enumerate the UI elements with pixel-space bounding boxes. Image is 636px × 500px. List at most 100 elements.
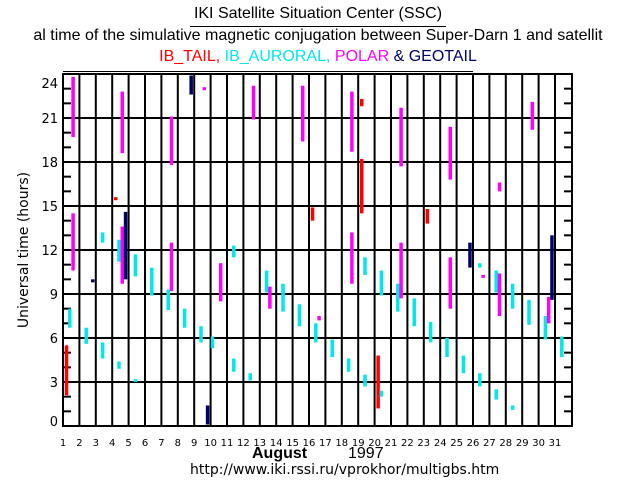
segment-polar — [202, 87, 207, 91]
x-tick-label: 30 — [532, 438, 545, 449]
segment-ib-auroral — [182, 308, 187, 328]
segment-polar — [497, 182, 502, 192]
x-tick-label: 6 — [142, 438, 148, 449]
segment-ib-auroral — [210, 336, 215, 349]
y-tick-label: 21 — [41, 112, 58, 127]
segment-ib-auroral — [543, 316, 548, 340]
x-tick-label: 18 — [335, 438, 348, 449]
segment-polar — [317, 316, 321, 321]
segment-ib-tail — [359, 159, 364, 214]
y-tick-label: 0 — [50, 415, 58, 430]
y-tick-label: 15 — [41, 200, 58, 215]
segment-ib-auroral — [314, 323, 318, 343]
segment-ib-auroral — [412, 298, 416, 327]
segment-ib-auroral — [68, 308, 72, 328]
x-tick-label: 24 — [434, 438, 447, 449]
chart-subtitle: al time of the simulative magnetic conju… — [33, 27, 603, 44]
segment-ib-auroral — [478, 263, 482, 268]
x-tick-label: 4 — [109, 438, 115, 449]
segment-ib-auroral — [166, 289, 170, 311]
org-title: IKI Satellite Situation Center (SSC) — [189, 5, 447, 27]
title-divider — [63, 71, 473, 72]
segment-polar — [218, 263, 223, 302]
legend-entry: & — [389, 48, 409, 65]
segment-ib-auroral — [297, 304, 302, 327]
x-tick-label: 5 — [125, 438, 131, 449]
segment-ib-auroral — [379, 270, 384, 296]
segment-ib-tail — [64, 345, 69, 396]
segment-ib-auroral — [232, 358, 236, 372]
segment-polar — [251, 85, 256, 120]
segment-polar — [120, 226, 125, 284]
segment-polar — [448, 126, 453, 180]
segment-ib-auroral — [478, 373, 482, 387]
legend-entry: POLAR — [330, 48, 390, 65]
legend-entry: IB_TAIL, — [159, 48, 221, 65]
segment-polar — [169, 116, 174, 165]
segment-polar — [71, 213, 75, 271]
segment-ib-auroral — [461, 355, 466, 374]
segment-ib-auroral — [100, 232, 105, 243]
x-tick-label: 7 — [158, 438, 164, 449]
x-axis-year-label: 1997 — [348, 445, 384, 462]
x-tick-label: 11 — [221, 438, 234, 449]
segment-ib-auroral — [117, 361, 121, 369]
segment-ib-auroral — [133, 379, 138, 383]
segment-ib-auroral — [494, 270, 498, 293]
segment-ib-auroral — [527, 299, 531, 325]
segment-ib-auroral — [232, 245, 236, 258]
legend: IB_TAIL, IB_AURORAL, POLAR & GEOTAIL — [0, 48, 636, 66]
segment-ib-auroral — [363, 374, 367, 387]
x-tick-label: 19 — [352, 438, 365, 449]
x-tick-label: 23 — [417, 438, 430, 449]
segment-ib-auroral — [117, 239, 121, 262]
x-tick-label: 10 — [204, 438, 217, 449]
segment-ib-auroral — [428, 321, 433, 343]
segment-ib-auroral — [494, 389, 498, 400]
segment-polar — [350, 91, 354, 152]
segment-geotail — [123, 211, 128, 280]
x-tick-label: 15 — [286, 438, 299, 449]
x-tick-label: 31 — [549, 438, 562, 449]
segment-ib-auroral — [510, 405, 515, 410]
segment-ib-auroral — [248, 373, 252, 381]
x-tick-label: 16 — [303, 438, 316, 449]
x-tick-label: 22 — [401, 438, 414, 449]
x-tick-label: 27 — [483, 438, 496, 449]
segment-polar — [481, 274, 485, 278]
segment-ib-auroral — [396, 283, 400, 312]
segment-ib-auroral — [133, 254, 138, 277]
chart-title: IKI Satellite Situation Center (SSC) — [0, 5, 636, 27]
segment-polar — [350, 232, 354, 284]
x-tick-label: 28 — [499, 438, 512, 449]
y-tick-label: 12 — [41, 244, 58, 259]
y-tick-label: 6 — [50, 332, 58, 347]
x-tick-label: 3 — [93, 438, 99, 449]
x-tick-label: 20 — [368, 438, 381, 449]
segment-polar — [448, 257, 453, 309]
segment-ib-auroral — [199, 326, 203, 343]
segment-polar — [120, 91, 125, 154]
y-tick-label: 9 — [50, 288, 58, 303]
segment-polar — [268, 286, 272, 309]
segment-ib-auroral — [281, 283, 285, 312]
segment-ib-auroral — [330, 339, 334, 358]
x-tick-label: 25 — [450, 438, 463, 449]
segment-polar — [71, 76, 75, 138]
x-tick-label: 17 — [319, 438, 332, 449]
legend-entry: IB_AURORAL, — [220, 48, 331, 65]
y-tick-label: 24 — [41, 77, 58, 92]
segment-ib-auroral — [560, 336, 564, 358]
segment-ib-auroral — [264, 270, 269, 293]
x-tick-label: 14 — [270, 438, 283, 449]
y-tick-label: 3 — [50, 376, 58, 391]
segment-ib-tail — [376, 355, 380, 409]
segment-geotail — [189, 75, 193, 95]
segment-ib-tail — [310, 207, 315, 221]
segment-geotail — [550, 235, 554, 300]
x-tick-label: 21 — [385, 438, 398, 449]
x-tick-label: 1 — [60, 438, 66, 449]
segment-polar — [530, 101, 535, 130]
x-tick-label: 9 — [191, 438, 197, 449]
